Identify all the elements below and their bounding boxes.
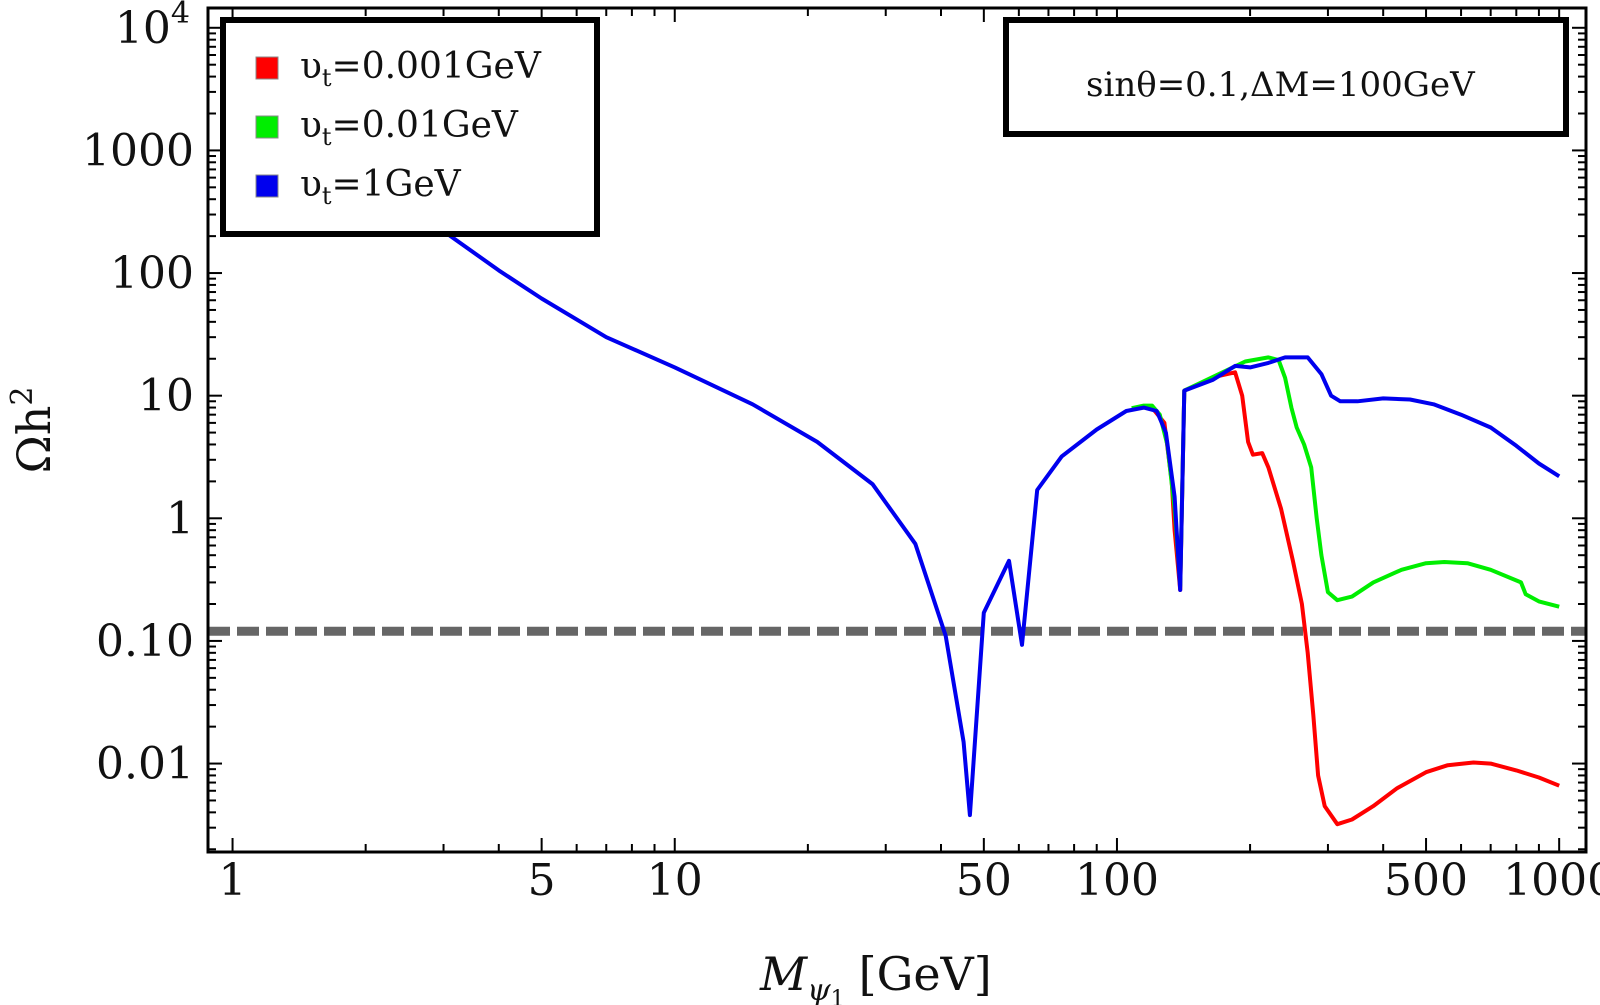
plot-frame [206,6,1588,854]
legend-label-green: υt=0.01GeV [300,105,519,151]
x-tick-label: 50 [956,855,1012,906]
y-tick-label: 1 [166,493,194,544]
annotation-text: sinθ=0.1,ΔM=100GeV [1086,65,1476,105]
legend-label-red: υt=0.001GeV [300,46,542,92]
y-tick-label: 100 [110,248,194,299]
y-tick-labels: 0.01 0.10 1 10 100 1000 104 [82,0,194,790]
legend-swatch-blue [255,174,279,198]
y-tick-label: 0.10 [96,616,194,667]
legend-box [220,17,600,237]
annotation-box [1003,17,1569,137]
y-tick-label: 104 [115,0,190,54]
x-tick-label: 10 [647,855,703,906]
parameter-annotation: sinθ=0.1,ΔM=100GeV [1003,17,1569,137]
legend-label-blue: υt=1GeV [300,164,462,210]
x-tick-label: 100 [1075,855,1159,906]
x-tick-label: 5 [528,855,556,906]
x-tick-labels: 1 5 10 50 100 500 1000 [219,855,1600,906]
legend-swatch-red [255,56,279,80]
x-tick-label: 1 [219,855,247,906]
y-tick-label: 10 [138,371,194,422]
y-tick-label: 1000 [82,125,194,176]
x-tick-label: 500 [1384,855,1468,906]
legend: υt=0.001GeV υt=0.01GeV υt=1GeV [220,17,600,237]
legend-swatch-green [255,115,279,139]
series-layer [231,38,1561,827]
y-axis-title: Ωh2 [5,387,61,474]
x-tick-label: 1000 [1503,855,1600,906]
y-tick-label: 0.01 [96,739,194,790]
series-line-2 [231,38,1561,818]
x-axis-title: Mψ1 [GeV] [759,947,992,1005]
